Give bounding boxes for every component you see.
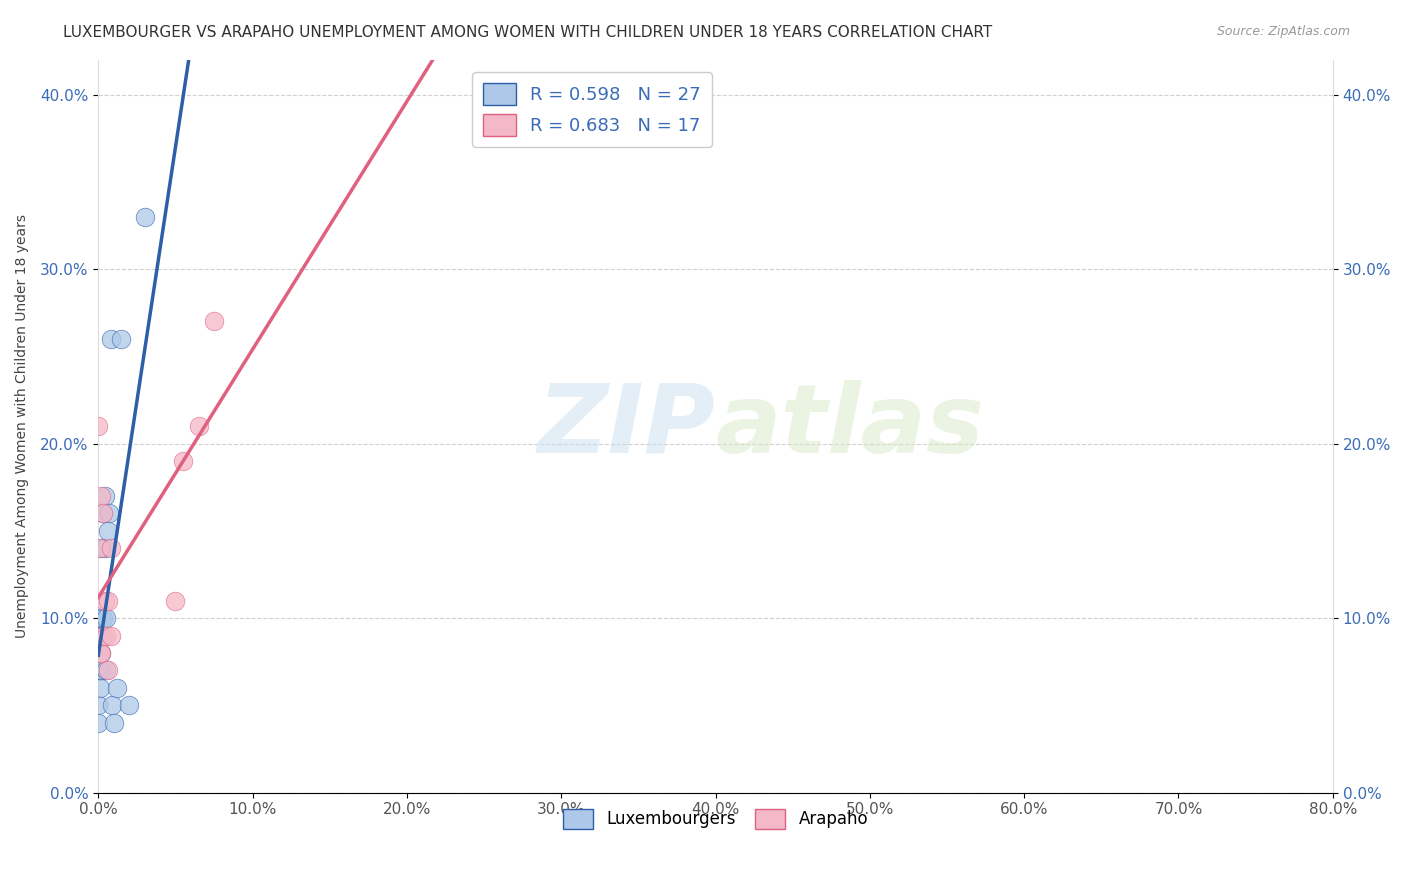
Point	[93, 489, 115, 503]
Point	[87, 698, 110, 713]
Point	[134, 210, 156, 224]
Point	[89, 646, 111, 660]
Point	[172, 454, 194, 468]
Point	[187, 419, 209, 434]
Point	[91, 629, 114, 643]
Point	[100, 629, 122, 643]
Text: LUXEMBOURGER VS ARAPAHO UNEMPLOYMENT AMONG WOMEN WITH CHILDREN UNDER 18 YEARS CO: LUXEMBOURGER VS ARAPAHO UNEMPLOYMENT AMO…	[63, 25, 993, 40]
Point	[94, 664, 117, 678]
Point	[97, 593, 120, 607]
Point	[90, 646, 112, 660]
Point	[93, 541, 115, 556]
Point	[91, 507, 114, 521]
Point	[90, 541, 112, 556]
Legend: Luxembourgers, Arapaho: Luxembourgers, Arapaho	[555, 802, 875, 836]
Point	[94, 629, 117, 643]
Point	[89, 664, 111, 678]
Text: atlas: atlas	[716, 380, 984, 473]
Point	[87, 715, 110, 730]
Point	[90, 611, 112, 625]
Point	[110, 332, 132, 346]
Text: ZIP: ZIP	[537, 380, 716, 473]
Point	[97, 524, 120, 538]
Point	[165, 593, 187, 607]
Point	[202, 314, 225, 328]
Point	[97, 664, 120, 678]
Point	[91, 507, 114, 521]
Point	[90, 664, 112, 678]
Point	[89, 681, 111, 695]
Point	[100, 541, 122, 556]
Point	[91, 629, 114, 643]
Y-axis label: Unemployment Among Women with Children Under 18 years: Unemployment Among Women with Children U…	[15, 214, 30, 638]
Point	[105, 681, 128, 695]
Point	[89, 664, 111, 678]
Point	[89, 646, 111, 660]
Point	[101, 698, 124, 713]
Point	[103, 715, 125, 730]
Text: Source: ZipAtlas.com: Source: ZipAtlas.com	[1216, 25, 1350, 38]
Point	[89, 629, 111, 643]
Point	[90, 489, 112, 503]
Point	[91, 611, 114, 625]
Point	[89, 541, 111, 556]
Point	[93, 593, 115, 607]
Point	[90, 646, 112, 660]
Point	[94, 611, 117, 625]
Point	[100, 332, 122, 346]
Point	[118, 698, 141, 713]
Point	[87, 419, 110, 434]
Point	[98, 507, 121, 521]
